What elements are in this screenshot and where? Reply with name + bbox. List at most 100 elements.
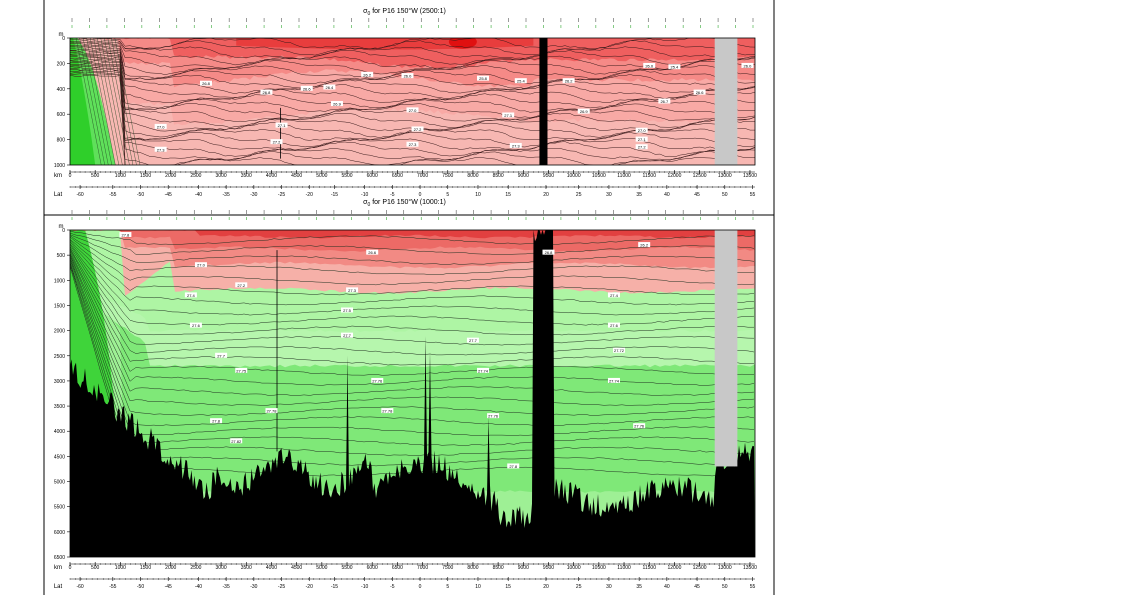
lat-axis-label: Lat bbox=[54, 584, 63, 590]
contour-line bbox=[70, 42, 755, 66]
y-tick-label: 1000 bbox=[54, 163, 65, 169]
lat-tick-label: 5 bbox=[446, 192, 449, 198]
contour-label: 27.76 bbox=[634, 424, 645, 429]
y-tick-label: 2500 bbox=[54, 354, 65, 360]
y-tick-label: 1000 bbox=[54, 278, 65, 284]
title-symbol: σ bbox=[363, 199, 368, 206]
contour-label-box bbox=[668, 64, 681, 70]
contour-line bbox=[70, 234, 755, 265]
contour-line bbox=[70, 243, 755, 326]
x-tick-label: 4000 bbox=[266, 173, 277, 179]
x-tick-label: 13500 bbox=[743, 565, 757, 571]
y-tick-label: 6000 bbox=[54, 530, 65, 536]
contour-label-box bbox=[411, 126, 424, 132]
contour-label: 25.4 bbox=[671, 65, 680, 70]
contour-line bbox=[70, 261, 755, 447]
lat-tick-label: -20 bbox=[306, 192, 313, 198]
contour-line-south bbox=[79, 38, 105, 165]
contour-label: 27.7 bbox=[217, 353, 226, 358]
surface-maximum bbox=[448, 38, 477, 49]
lat-tick-label: -5 bbox=[390, 192, 395, 198]
data-gap bbox=[714, 38, 738, 165]
contour-label-box bbox=[693, 89, 706, 95]
y-tick-label: 800 bbox=[57, 138, 66, 144]
contour-label: 27.8 bbox=[122, 233, 131, 238]
lat-tick-label: 5 bbox=[446, 584, 449, 590]
lat-tick-label: 30 bbox=[606, 192, 612, 198]
lat-tick-label: 10 bbox=[475, 584, 481, 590]
contour-label-box bbox=[210, 418, 223, 424]
x-tick-label: 9500 bbox=[543, 565, 554, 571]
contour-line-south bbox=[75, 38, 102, 165]
density-band-red bbox=[70, 230, 755, 239]
contour-label: 26.8 bbox=[545, 250, 554, 255]
contour-line bbox=[70, 45, 755, 75]
lat-tick-label: -30 bbox=[250, 192, 257, 198]
contour-label: 27.74 bbox=[478, 368, 489, 373]
contour-label: 27.3 bbox=[512, 143, 521, 148]
contour-label: 27.2 bbox=[638, 145, 647, 150]
lat-tick-label: 55 bbox=[750, 584, 756, 590]
contour-label-box bbox=[265, 408, 278, 414]
x-tick-label: 6500 bbox=[392, 565, 403, 571]
contour-label-box bbox=[189, 322, 202, 328]
lat-tick-label: -35 bbox=[223, 192, 230, 198]
contour-label: 26.6 bbox=[368, 250, 377, 255]
chart-title: σ0 for P16 150°W (1000:1) bbox=[363, 198, 446, 208]
y-axis-label: m bbox=[59, 32, 64, 38]
contour-label: 26.9 bbox=[580, 109, 589, 114]
contour-label: 27.8 bbox=[509, 464, 518, 469]
lat-tick-label: -55 bbox=[109, 192, 116, 198]
lat-tick-label: -60 bbox=[76, 192, 83, 198]
x-tick-label: 1500 bbox=[140, 565, 151, 571]
contour-line bbox=[70, 44, 755, 70]
contour-label-box bbox=[184, 292, 197, 298]
title-subscript: 0 bbox=[367, 11, 370, 17]
lat-tick-label: -15 bbox=[331, 192, 338, 198]
contour-line bbox=[70, 48, 755, 85]
contour-label: 27.0 bbox=[197, 263, 206, 268]
x-tick-label: 9000 bbox=[518, 173, 529, 179]
y-axis-label: m bbox=[59, 224, 64, 230]
contour-line bbox=[70, 249, 755, 366]
contour-label-box bbox=[477, 75, 490, 81]
contour-line bbox=[70, 51, 755, 94]
contour-line bbox=[70, 259, 755, 436]
contour-label-box bbox=[507, 463, 520, 469]
contour-label-box bbox=[260, 89, 273, 95]
x-tick-label: 500 bbox=[91, 173, 100, 179]
x-tick-label: 1500 bbox=[140, 173, 151, 179]
contour-line-south bbox=[89, 38, 116, 165]
contour-label-box bbox=[406, 107, 419, 113]
lat-tick-label: -40 bbox=[195, 584, 202, 590]
x-tick-label: 1000 bbox=[115, 173, 126, 179]
x-tick-label: 7500 bbox=[442, 565, 453, 571]
contour-line bbox=[70, 70, 755, 158]
contour-label-box bbox=[607, 377, 620, 383]
contour-label-box bbox=[341, 307, 354, 313]
ridge-bar bbox=[539, 38, 548, 165]
contour-line bbox=[70, 230, 755, 245]
contour-line bbox=[70, 47, 755, 80]
lat-tick-label: -10 bbox=[361, 584, 368, 590]
y-tick-label: 5000 bbox=[54, 480, 65, 486]
contour-line bbox=[70, 53, 755, 99]
contour-line bbox=[70, 59, 755, 119]
contour-label: 27.0 bbox=[638, 128, 647, 133]
contour-line bbox=[70, 71, 755, 161]
contour-line-south bbox=[93, 38, 120, 165]
contour-label: 26.8 bbox=[202, 81, 211, 86]
x-tick-label: 5500 bbox=[341, 173, 352, 179]
lat-tick-label: 25 bbox=[576, 584, 582, 590]
contour-label: 27.78 bbox=[266, 409, 277, 414]
contour-label-box bbox=[487, 413, 500, 419]
contour-label-box bbox=[215, 352, 228, 358]
x-tick-label: 12500 bbox=[693, 565, 707, 571]
contour-label-box bbox=[577, 108, 590, 114]
contour-label-box bbox=[607, 322, 620, 328]
x-tick-label: 500 bbox=[91, 565, 100, 571]
contour-label-box bbox=[235, 367, 248, 373]
contour-label: 26.7 bbox=[660, 99, 669, 104]
contour-label: 26.0 bbox=[744, 63, 753, 68]
x-tick-label: 4000 bbox=[266, 565, 277, 571]
